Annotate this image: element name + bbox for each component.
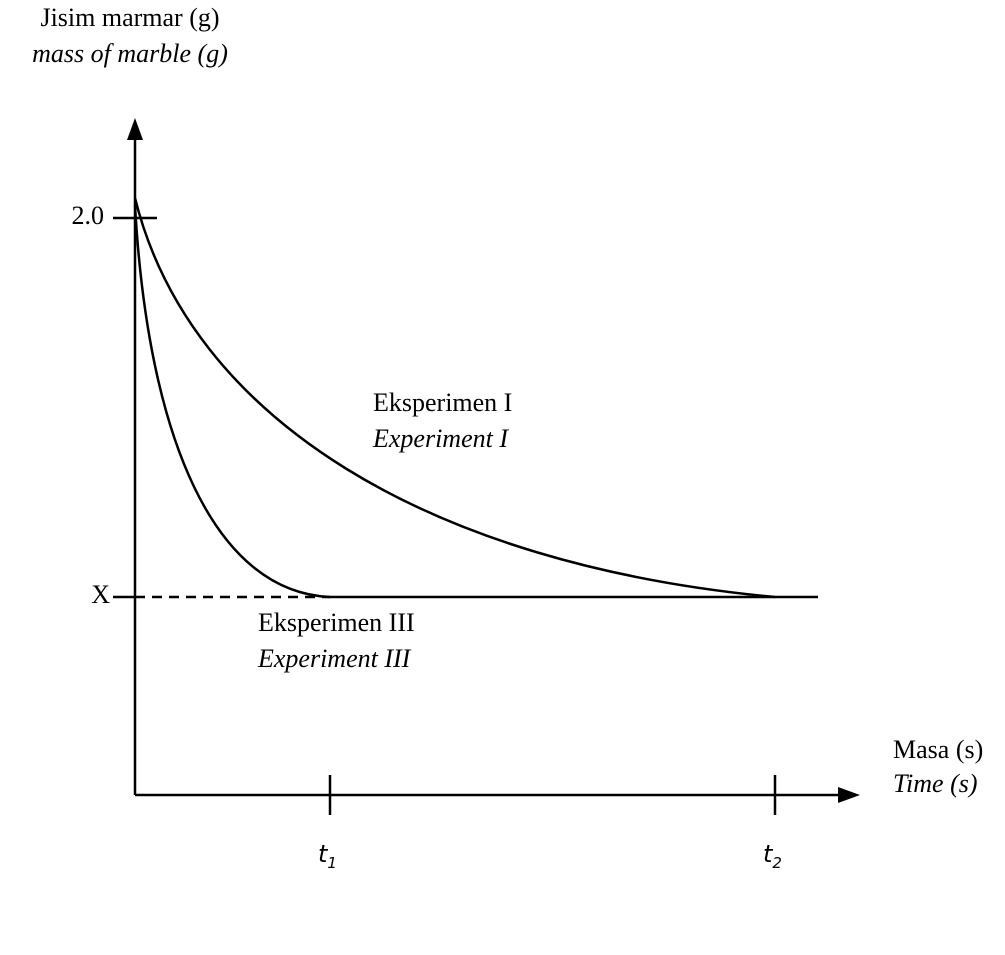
y-axis-label-en: mass of marble (g) — [32, 39, 228, 68]
curve-label: Eksperimen III — [258, 608, 415, 637]
x-tick-sub: 1 — [327, 854, 337, 872]
y-tick-label: X — [91, 580, 110, 609]
curve-label: Eksperimen I — [373, 388, 512, 417]
x-axis-label-en: Time (s) — [893, 769, 978, 798]
x-tick-sub: 2 — [772, 854, 782, 872]
y-axis-arrow — [127, 118, 143, 140]
x-axis-label: Masa (s) — [893, 735, 983, 764]
y-tick-label: 2.0 — [72, 201, 105, 230]
x-tick-text: t — [763, 840, 774, 868]
y-axis-label: Jisim marmar (g) — [40, 3, 219, 32]
curve-label-en: Experiment III — [257, 644, 412, 673]
x-axis-arrow — [838, 787, 860, 803]
curve-experiment-1 — [133, 197, 776, 599]
x-tick-label: t2 — [763, 840, 782, 872]
curve-label-en: Experiment I — [372, 424, 509, 453]
curve-experiment-3 — [133, 204, 331, 599]
x-tick-label: t1 — [318, 840, 337, 872]
x-tick-text: t — [318, 840, 329, 868]
